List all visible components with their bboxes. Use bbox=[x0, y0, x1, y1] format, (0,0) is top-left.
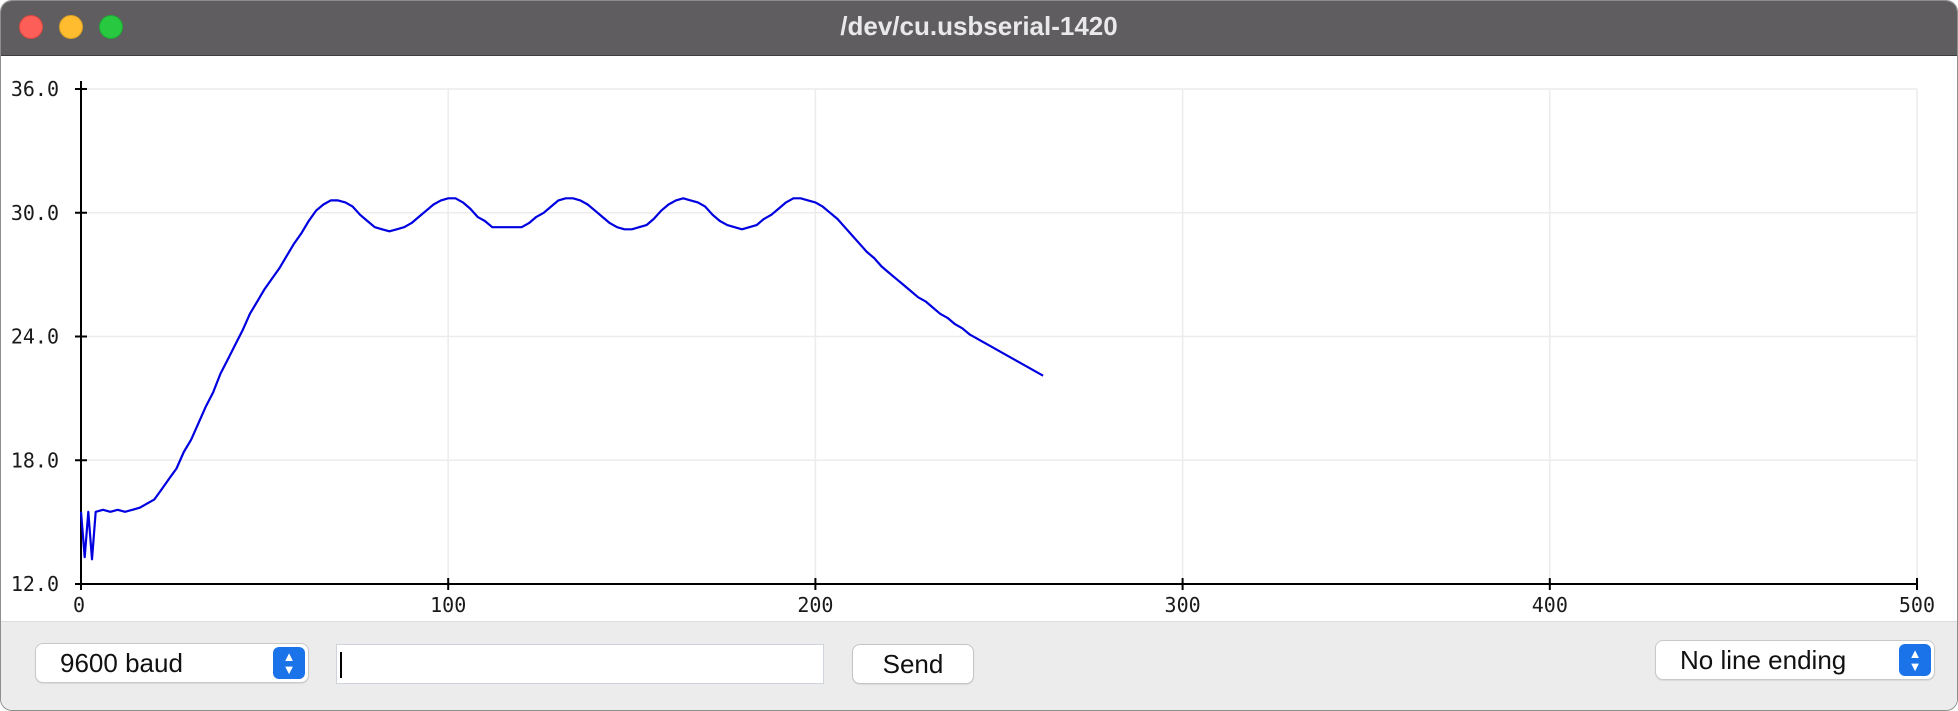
line-chart: 12.0 18.0 24.0 30.0 36.0 0 100 200 300 400 500 bbox=[11, 77, 1935, 617]
message-input[interactable] bbox=[336, 644, 824, 684]
close-window-button[interactable] bbox=[19, 15, 43, 39]
y-tick-label-0: 12.0 bbox=[11, 572, 59, 596]
title-bar[interactable]: /dev/cu.usbserial-1420 bbox=[1, 1, 1957, 56]
zoom-window-button[interactable] bbox=[99, 15, 123, 39]
minimize-window-button[interactable] bbox=[59, 15, 83, 39]
x-tick-label-1: 100 bbox=[430, 593, 466, 617]
x-tick-label-2: 200 bbox=[797, 593, 833, 617]
y-tick-label-1: 18.0 bbox=[11, 448, 59, 472]
y-tick-label-4: 36.0 bbox=[11, 77, 59, 101]
series-line-0 bbox=[79, 197, 1044, 561]
chevron-up-down-icon: ▲ ▼ bbox=[1899, 644, 1931, 676]
x-tick-label-5: 500 bbox=[1899, 593, 1935, 617]
line-ending-select[interactable]: No line ending ▲ ▼ bbox=[1655, 640, 1935, 680]
y-tick-label-2: 24.0 bbox=[11, 325, 59, 349]
send-button[interactable]: Send bbox=[852, 644, 974, 684]
y-tick-label-3: 30.0 bbox=[11, 201, 59, 225]
plot-area: 12.0 18.0 24.0 30.0 36.0 0 100 200 300 400 500 bbox=[1, 56, 1957, 621]
line-ending-value: No line ending bbox=[1680, 645, 1847, 675]
chevron-up-down-icon: ▲ ▼ bbox=[273, 647, 305, 679]
text-caret bbox=[340, 652, 342, 678]
baud-rate-value: 9600 baud bbox=[60, 648, 183, 678]
window-title: /dev/cu.usbserial-1420 bbox=[840, 11, 1118, 41]
x-tick-label-3: 300 bbox=[1165, 593, 1201, 617]
x-tick-label-0: 0 bbox=[73, 593, 85, 617]
x-tick-label-4: 400 bbox=[1532, 593, 1568, 617]
controls-bar: 9600 baud ▲ ▼ Send No line ending ▲ ▼ bbox=[1, 621, 1957, 710]
baud-rate-select[interactable]: 9600 baud ▲ ▼ bbox=[35, 643, 309, 683]
